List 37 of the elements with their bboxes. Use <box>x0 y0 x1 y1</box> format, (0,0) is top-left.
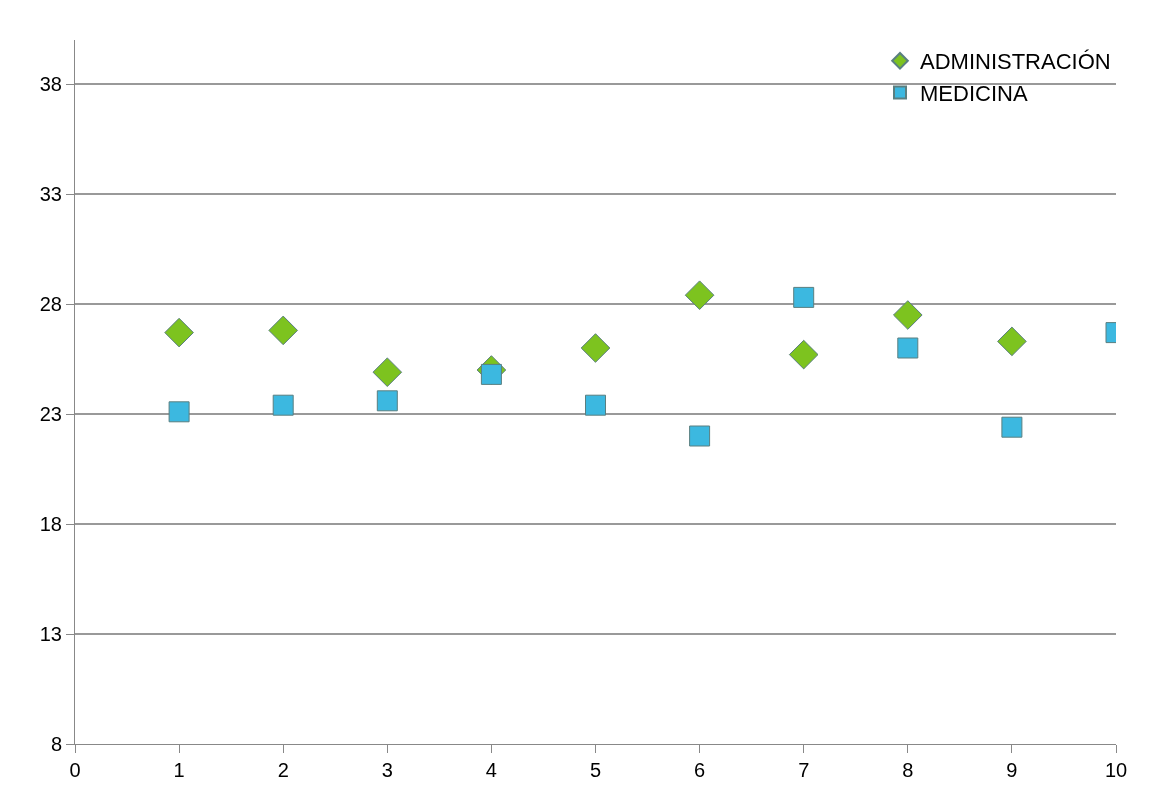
point <box>893 300 923 330</box>
point <box>580 333 611 363</box>
y-tick-label: 13 <box>39 623 62 645</box>
point <box>689 425 711 447</box>
point <box>376 390 398 412</box>
x-tick-label: 7 <box>798 759 810 781</box>
y-tick-label: 8 <box>50 733 62 755</box>
x-tick-label: 3 <box>381 759 393 781</box>
x-tick-label: 2 <box>277 759 289 781</box>
point <box>897 337 919 359</box>
legend-label: ADMINISTRACIÓN <box>920 49 1111 75</box>
x-tick-label: 8 <box>902 759 914 781</box>
x-tick-label: 10 <box>1104 759 1128 781</box>
point <box>164 317 194 348</box>
y-tick-label: 38 <box>39 73 62 95</box>
point <box>268 315 298 346</box>
y-tick-label: 23 <box>39 403 62 425</box>
legend-label: MEDICINA <box>920 80 1028 106</box>
point <box>684 280 715 310</box>
point <box>997 326 1027 357</box>
point <box>788 339 819 370</box>
x-tick-label: 6 <box>694 759 706 781</box>
point <box>1001 416 1023 438</box>
x-tick-label: 0 <box>69 759 81 781</box>
y-tick-label: 18 <box>39 513 62 535</box>
point <box>372 357 403 387</box>
point <box>272 394 294 416</box>
x-tick-label: 9 <box>1006 759 1018 781</box>
point <box>480 363 502 385</box>
y-tick-label: 33 <box>39 183 62 205</box>
y-tick-label: 28 <box>39 293 62 315</box>
x-tick-label: 4 <box>485 759 497 781</box>
point <box>585 394 606 416</box>
point <box>793 286 815 308</box>
point <box>168 401 190 423</box>
x-tick-label: 5 <box>589 759 602 781</box>
x-tick-label: 1 <box>173 759 185 781</box>
